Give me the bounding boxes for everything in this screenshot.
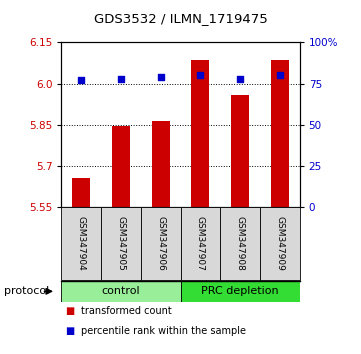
- Text: ■: ■: [65, 306, 74, 316]
- Bar: [152, 121, 170, 207]
- Text: control: control: [102, 286, 140, 296]
- Bar: [271, 60, 289, 207]
- Text: GSM347906: GSM347906: [156, 216, 165, 271]
- Bar: [141, 207, 180, 280]
- Text: protocol: protocol: [4, 286, 49, 296]
- Point: [197, 73, 203, 78]
- Bar: [220, 207, 260, 280]
- Bar: [61, 281, 180, 302]
- Text: transformed count: transformed count: [81, 306, 172, 316]
- Point: [158, 74, 164, 80]
- Bar: [231, 95, 249, 207]
- Bar: [180, 207, 220, 280]
- Text: GDS3532 / ILMN_1719475: GDS3532 / ILMN_1719475: [93, 12, 268, 25]
- Point: [118, 76, 124, 81]
- Text: percentile rank within the sample: percentile rank within the sample: [81, 326, 246, 336]
- Text: GSM347907: GSM347907: [196, 216, 205, 271]
- Point: [78, 78, 84, 83]
- Point: [237, 76, 243, 81]
- Text: ■: ■: [65, 326, 74, 336]
- Bar: [61, 207, 101, 280]
- Bar: [101, 207, 141, 280]
- Text: GSM347908: GSM347908: [236, 216, 244, 271]
- Bar: [180, 281, 300, 302]
- Text: GSM347905: GSM347905: [117, 216, 125, 271]
- Text: GSM347909: GSM347909: [275, 216, 284, 271]
- Text: GSM347904: GSM347904: [77, 216, 86, 271]
- Bar: [191, 60, 209, 207]
- Bar: [260, 207, 300, 280]
- Point: [277, 73, 283, 78]
- Text: PRC depletion: PRC depletion: [201, 286, 279, 296]
- Bar: [112, 126, 130, 207]
- Bar: [72, 178, 90, 207]
